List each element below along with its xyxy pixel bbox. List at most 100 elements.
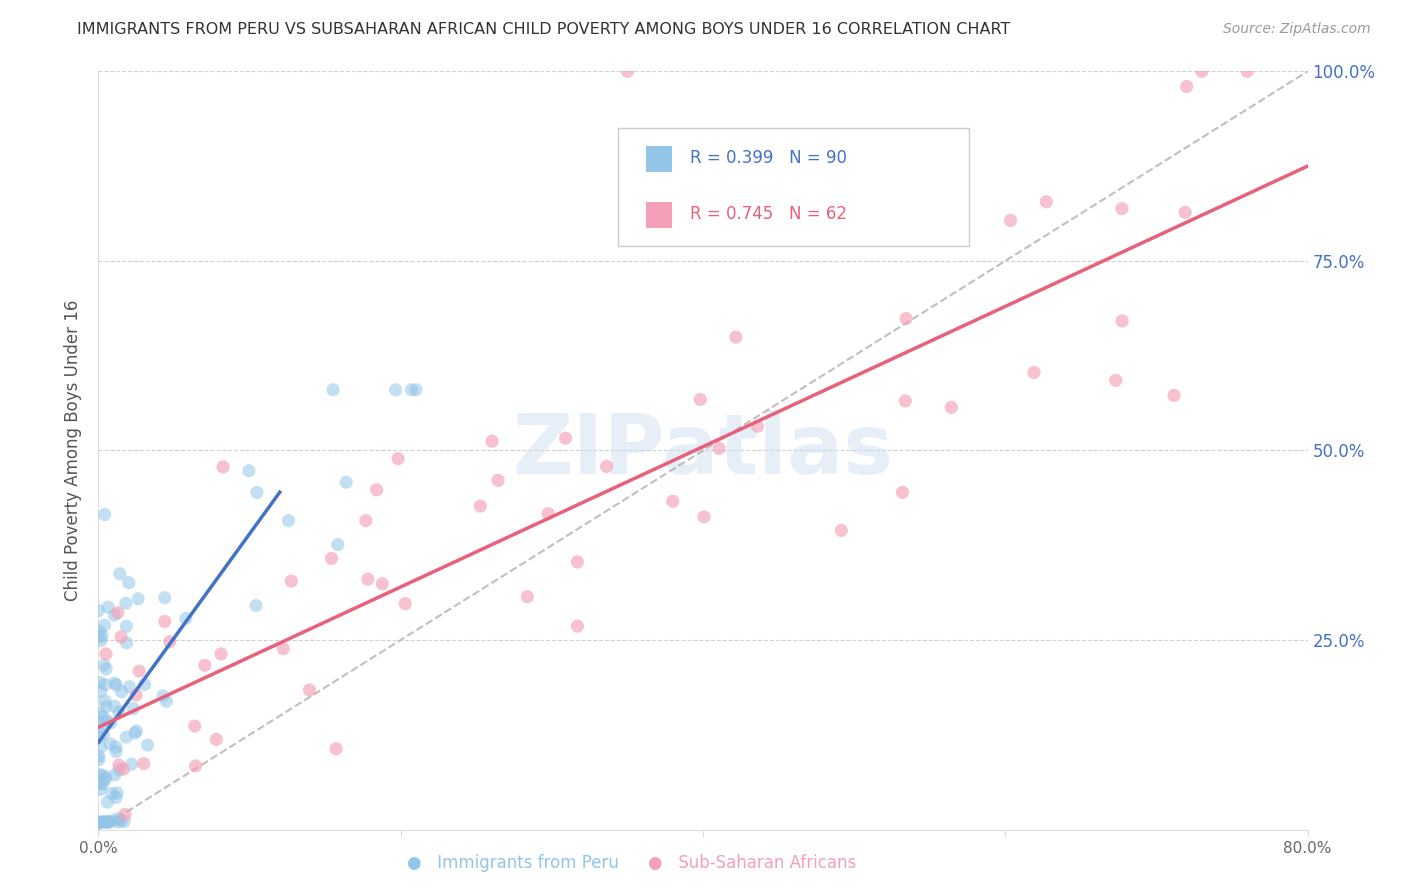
Point [238, 464, 260, 478]
Point [112, 814, 135, 829]
Text: R = 0.399   N = 90: R = 0.399 N = 90 [690, 149, 846, 167]
Point [110, 814, 132, 828]
FancyBboxPatch shape [619, 128, 969, 245]
Point [277, 514, 299, 528]
Point [155, 694, 177, 708]
Point [724, 330, 747, 344]
Point [91, 814, 114, 829]
Point [112, 762, 135, 776]
Point [125, 688, 148, 702]
Point [326, 538, 349, 552]
Point [89, 782, 111, 797]
Point [1191, 64, 1213, 78]
Point [1174, 205, 1197, 219]
Point [1035, 194, 1057, 209]
Point [115, 730, 138, 744]
Point [101, 814, 124, 828]
Point [105, 745, 128, 759]
Point [98, 737, 121, 751]
Point [115, 636, 138, 650]
Point [93, 727, 115, 741]
Point [97, 815, 120, 830]
Point [104, 739, 127, 754]
Point [87, 629, 110, 643]
Point [107, 815, 129, 830]
Point [108, 811, 131, 825]
Point [152, 689, 174, 703]
Point [89, 675, 111, 690]
Point [280, 574, 302, 588]
Text: IMMIGRANTS FROM PERU VS SUBSAHARAN AFRICAN CHILD POVERTY AMONG BOYS UNDER 16 COR: IMMIGRANTS FROM PERU VS SUBSAHARAN AFRIC… [77, 22, 1011, 37]
Point [1022, 366, 1045, 380]
Point [153, 615, 176, 629]
Point [335, 475, 357, 490]
Point [87, 815, 110, 830]
Point [747, 419, 769, 434]
Point [1236, 64, 1258, 78]
Point [894, 393, 917, 408]
Point [96, 795, 118, 809]
Point [891, 485, 914, 500]
Point [567, 619, 589, 633]
Point [94, 647, 117, 661]
Point [89, 768, 111, 782]
Point [516, 590, 538, 604]
Point [354, 514, 377, 528]
Text: R = 0.745   N = 62: R = 0.745 N = 62 [690, 204, 846, 223]
Point [108, 566, 131, 581]
Point [184, 759, 207, 773]
Point [89, 715, 111, 730]
Point [91, 709, 114, 723]
Point [96, 714, 118, 728]
Point [1163, 388, 1185, 402]
Point [194, 658, 217, 673]
Point [104, 768, 127, 782]
Point [357, 572, 380, 586]
Point [174, 611, 197, 625]
Point [115, 619, 138, 633]
Point [212, 459, 235, 474]
Point [134, 677, 156, 691]
Point [93, 618, 115, 632]
Point [325, 741, 347, 756]
Point [127, 591, 149, 606]
Point [90, 706, 112, 721]
Point [366, 483, 388, 497]
Point [124, 726, 146, 740]
Point [183, 719, 205, 733]
Point [105, 786, 128, 800]
Point [830, 524, 852, 538]
Point [90, 684, 112, 698]
Point [616, 64, 638, 78]
Point [97, 815, 120, 830]
Y-axis label: Child Poverty Among Boys Under 16: Child Poverty Among Boys Under 16 [65, 300, 83, 601]
Point [94, 815, 117, 830]
Point [89, 740, 111, 755]
Point [105, 790, 128, 805]
Point [89, 731, 111, 745]
Point [387, 451, 409, 466]
Point [110, 630, 132, 644]
Point [110, 685, 132, 699]
Bar [647, 145, 672, 172]
Point [114, 596, 136, 610]
Point [98, 815, 121, 830]
Point [105, 678, 128, 692]
Point [94, 694, 117, 708]
Point [941, 401, 963, 415]
Point [384, 383, 406, 397]
Point [693, 510, 716, 524]
Point [661, 494, 683, 508]
Point [89, 776, 111, 790]
Point [91, 629, 114, 643]
Point [554, 431, 576, 445]
Point [1175, 79, 1198, 94]
Point [107, 606, 129, 620]
Point [136, 738, 159, 752]
Bar [647, 202, 672, 228]
Point [298, 683, 321, 698]
Point [108, 758, 131, 772]
Point [94, 677, 117, 691]
Point [245, 599, 267, 613]
Point [101, 787, 124, 801]
